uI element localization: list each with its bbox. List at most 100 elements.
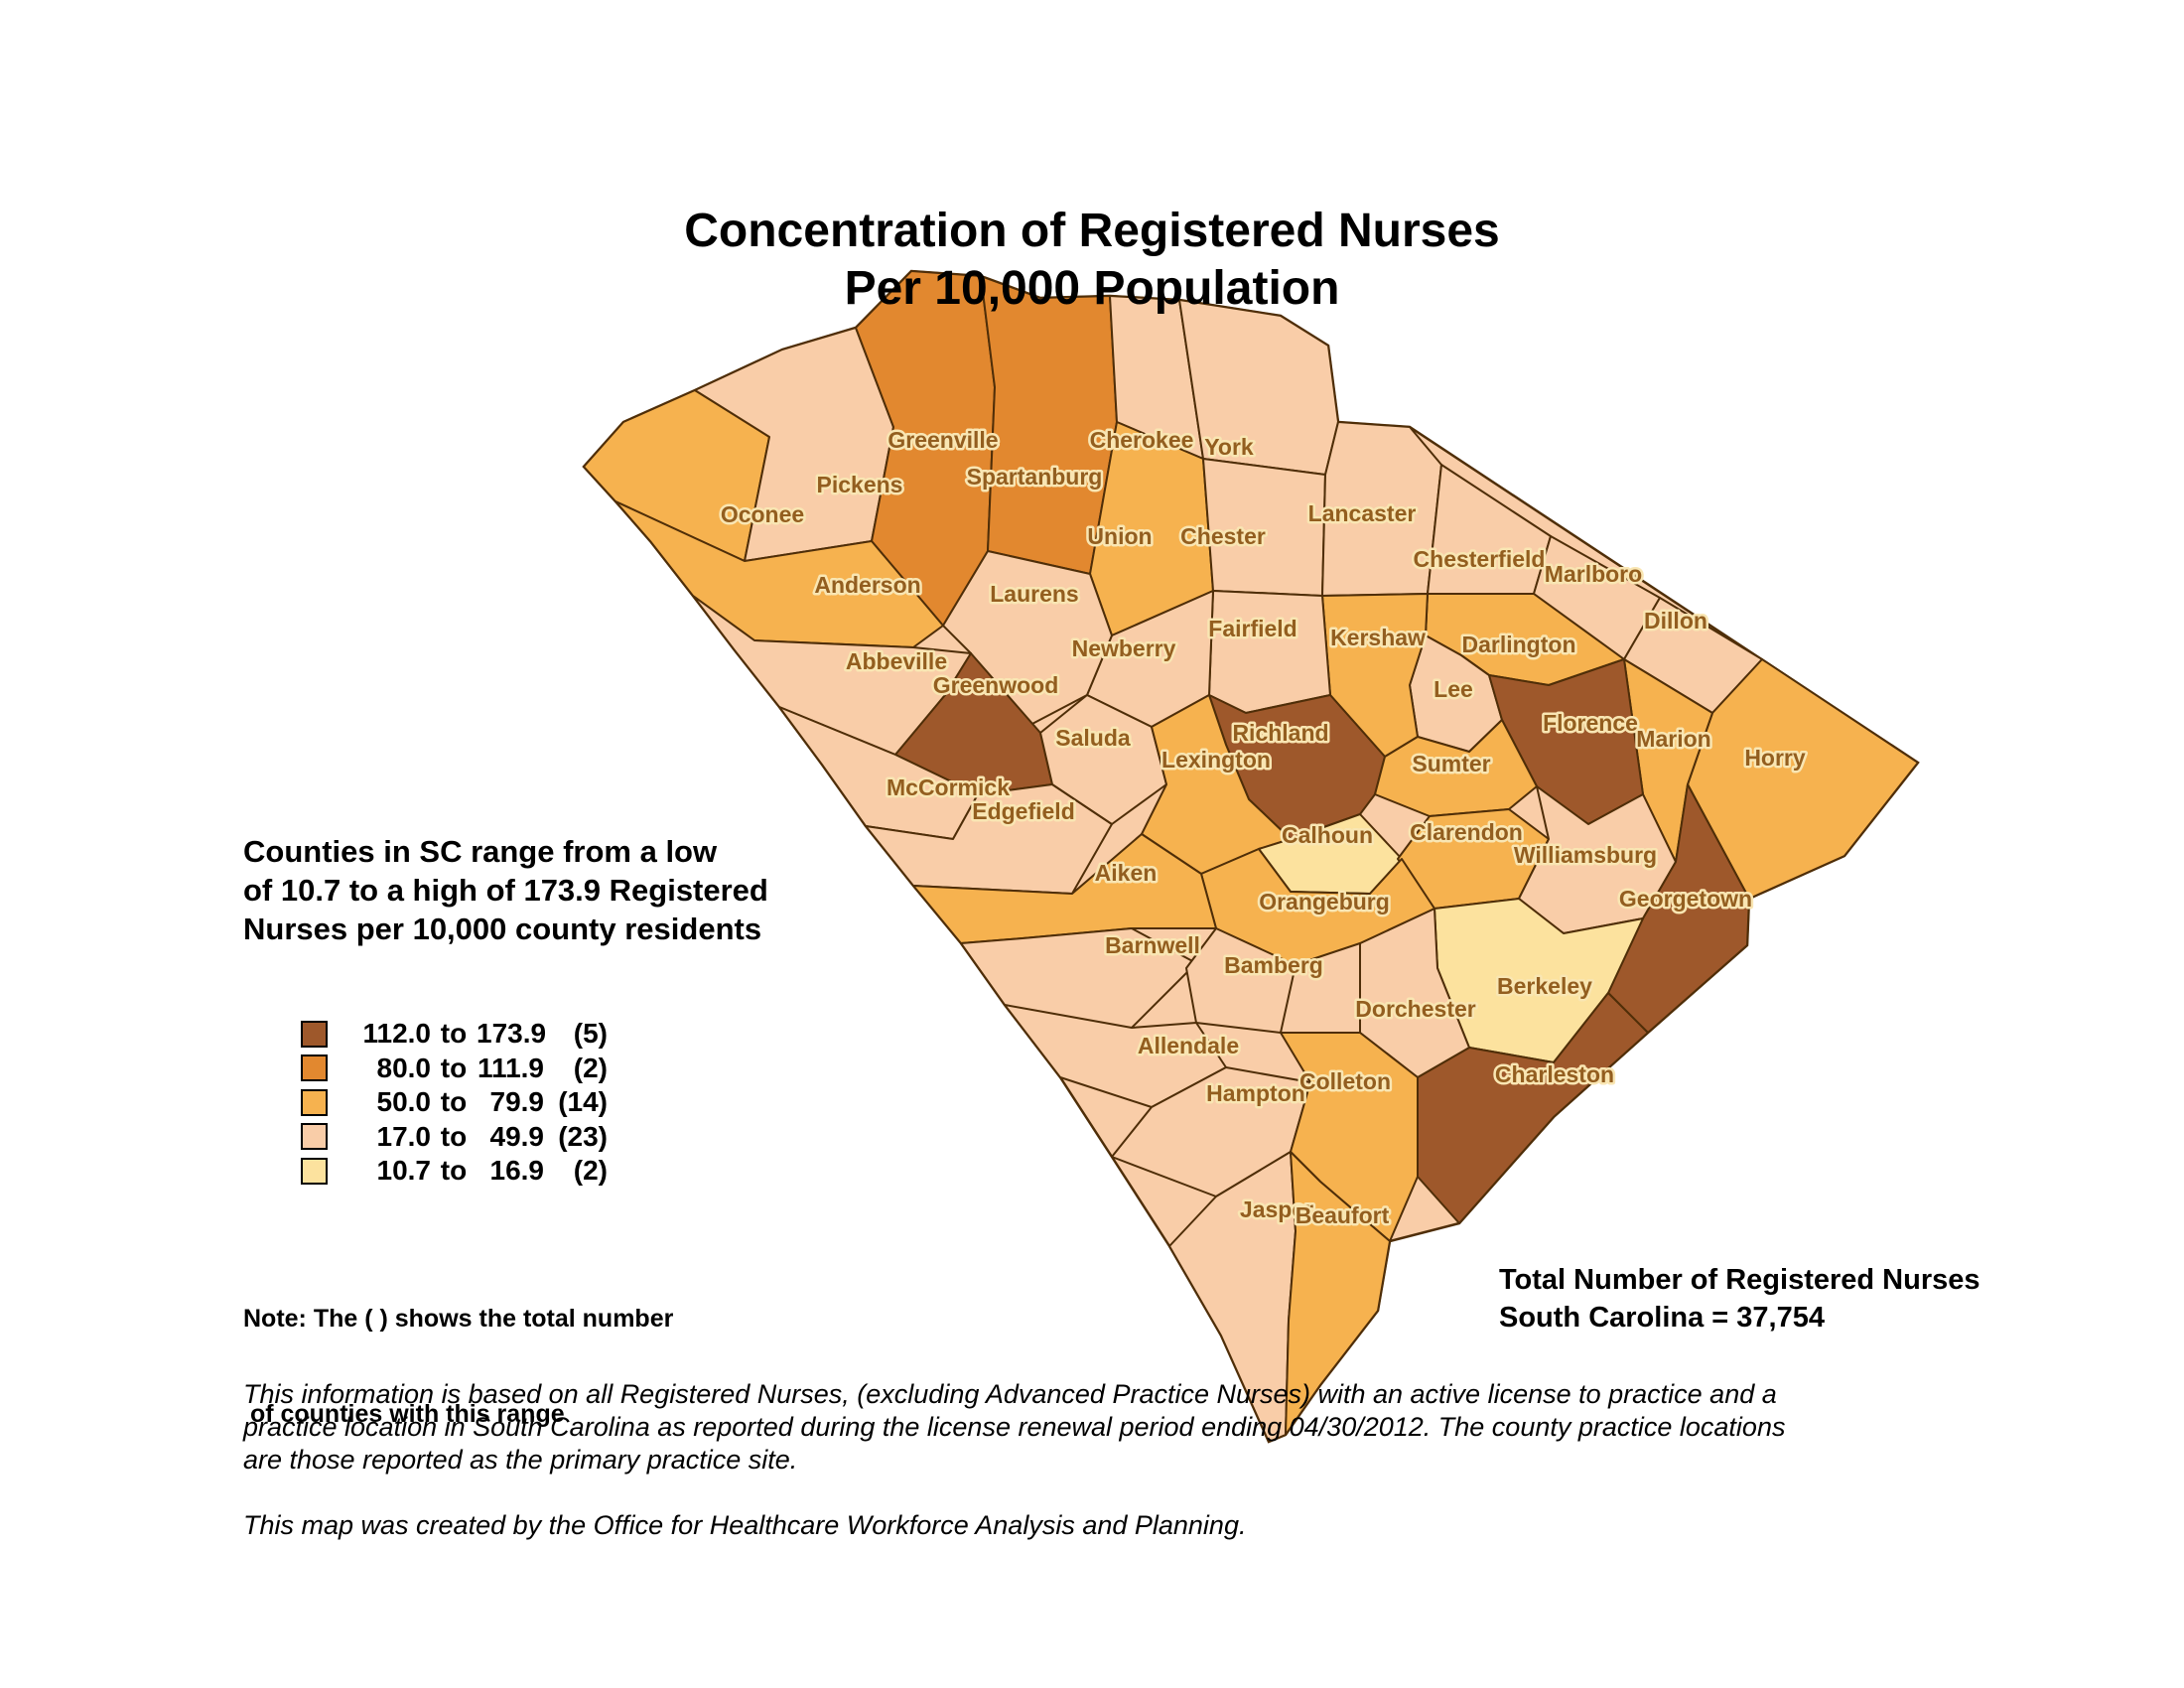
county-label-lee: Lee [1433, 676, 1473, 702]
county-label-saluda: Saluda [1055, 725, 1131, 751]
county-label-colleton: Colleton [1299, 1068, 1391, 1094]
county-label-williamsburg: Williamsburg [1514, 842, 1657, 868]
county-label-greenville: Greenville [887, 427, 998, 453]
legend-row-4: 17.0 to 49.9 (23) [301, 1120, 608, 1155]
legend-swatch-c2 [301, 1123, 328, 1151]
title-line-2: Per 10,000 Population [844, 262, 1340, 315]
county-label-cherokee: Cherokee [1090, 427, 1194, 453]
county-label-sumter: Sumter [1412, 751, 1490, 776]
county-label-horry: Horry [1744, 745, 1806, 771]
county-label-spartanburg: Spartanburg [967, 464, 1103, 490]
county-label-bamberg: Bamberg [1224, 952, 1323, 978]
county-label-orangeburg: Orangeburg [1259, 889, 1390, 914]
county-label-charleston: Charleston [1495, 1061, 1614, 1087]
county-label-chesterfield: Chesterfield [1414, 546, 1546, 572]
legend-range-high: 111.9 [478, 1052, 544, 1083]
county-label-hampton: Hampton [1206, 1080, 1305, 1106]
source-note-line-3: are those reported as the primary practi… [243, 1445, 798, 1475]
county-label-florence: Florence [1543, 710, 1638, 736]
county-label-marlboro: Marlboro [1545, 561, 1642, 587]
county-label-fairfield: Fairfield [1208, 616, 1297, 641]
county-label-mccormick: McCormick [887, 774, 1010, 800]
legend-note-line-2: of counties with this range [243, 1400, 565, 1428]
legend-range-high: 49.9 [489, 1120, 545, 1152]
county-label-allendale: Allendale [1138, 1033, 1239, 1058]
range-description-line-3: Nurses per 10,000 county residents [243, 912, 762, 946]
legend-county-count: (5) [573, 1018, 608, 1050]
legend-range-low: 112.0 [362, 1018, 431, 1050]
source-note-line-2: practice location in South Carolina as r… [243, 1412, 1786, 1442]
legend-note: Note: The ( ) shows the total number of … [243, 1239, 673, 1462]
county-label-york: York [1204, 434, 1254, 460]
legend-range-separator: to [440, 1120, 468, 1152]
county-label-lancaster: Lancaster [1308, 500, 1417, 526]
legend-note-line-1: Note: The ( ) shows the total number [243, 1305, 674, 1333]
county-label-edgefield: Edgefield [972, 798, 1075, 824]
legend: 112.0 to 173.9 (5) 80.0 to 111.9 (2) 50.0 to 79.9(… [301, 1017, 608, 1189]
county-label-berkeley: Berkeley [1497, 973, 1592, 999]
legend-range-high: 16.9 [489, 1155, 545, 1187]
total-line-1: Total Number of Registered Nurses [1499, 1264, 1980, 1296]
legend-swatch-c5 [301, 1020, 328, 1048]
legend-swatch-c3 [301, 1088, 328, 1116]
legend-range-low: 17.0 [376, 1120, 432, 1152]
legend-county-count: (2) [573, 1052, 608, 1083]
county-label-clarendon: Clarendon [1410, 819, 1523, 845]
county-label-pickens: Pickens [817, 472, 903, 497]
county-label-marion: Marion [1636, 726, 1710, 752]
county-label-chester: Chester [1180, 523, 1266, 549]
county-label-barnwell: Barnwell [1105, 932, 1200, 958]
legend-range-high: 79.9 [489, 1086, 545, 1118]
county-label-georgetown: Georgetown [1619, 886, 1752, 912]
legend-row-5: 10.7 to 16.9 (2) [301, 1154, 608, 1189]
legend-swatch-c4 [301, 1055, 328, 1082]
county-label-greenwood: Greenwood [933, 672, 1059, 698]
county-label-beaufort: Beaufort [1296, 1202, 1390, 1228]
county-york [1178, 299, 1339, 476]
legend-range-high: 173.9 [477, 1018, 547, 1050]
county-beaufort [1285, 1151, 1391, 1436]
source-note: This information is based on all Registe… [243, 1378, 1785, 1477]
county-label-jasper: Jasper [1240, 1196, 1313, 1222]
county-bamberg [1185, 927, 1297, 1034]
legend-county-count: (23) [558, 1120, 608, 1152]
legend-range-separator: to [440, 1052, 468, 1083]
legend-swatch-c1 [301, 1157, 328, 1185]
title-line-1: Concentration of Registered Nurses [684, 205, 1500, 257]
county-label-dillon: Dillon [1644, 608, 1707, 633]
source-note-line-1: This information is based on all Registe… [243, 1379, 1777, 1409]
page-title: Concentration of Registered Nurses Per 1… [0, 203, 2184, 318]
county-label-aiken: Aiken [1095, 860, 1158, 886]
range-description: Counties in SC range from a low of 10.7 … [243, 832, 768, 948]
legend-range-low: 50.0 [376, 1086, 432, 1118]
county-fairfield [1208, 590, 1331, 714]
county-label-darlington: Darlington [1462, 632, 1576, 657]
county-label-union: Union [1087, 523, 1152, 549]
legend-range-low: 10.7 [376, 1155, 432, 1187]
legend-row-2: 80.0 to 111.9 (2) [301, 1052, 608, 1086]
footnotes: This information is based on all Registe… [243, 1378, 1785, 1542]
legend-row-1: 112.0 to 173.9 (5) [301, 1017, 608, 1052]
legend-range-separator: to [440, 1018, 468, 1050]
county-label-oconee: Oconee [721, 501, 804, 527]
total-line-2: South Carolina = 37,754 [1499, 1302, 1825, 1334]
county-label-newberry: Newberry [1072, 635, 1176, 661]
legend-county-count: (2) [573, 1155, 608, 1187]
legend-range-low: 80.0 [376, 1052, 432, 1083]
credit-note: This map was created by the Office for H… [243, 1510, 1247, 1540]
county-label-dorchester: Dorchester [1355, 996, 1475, 1022]
county-label-laurens: Laurens [990, 581, 1078, 607]
county-label-abbeville: Abbeville [846, 648, 947, 674]
legend-range-separator: to [440, 1086, 468, 1118]
county-label-calhoun: Calhoun [1282, 822, 1373, 848]
range-description-line-2: of 10.7 to a high of 173.9 Registered [243, 873, 768, 908]
range-description-line-1: Counties in SC range from a low [243, 834, 718, 869]
legend-range-separator: to [440, 1155, 468, 1187]
total-registered-nurses: Total Number of Registered Nurses South … [1499, 1261, 1980, 1336]
county-label-kershaw: Kershaw [1330, 625, 1426, 650]
legend-county-count: (14) [558, 1086, 608, 1118]
legend-row-3: 50.0 to 79.9 (14) [301, 1085, 608, 1120]
county-label-anderson: Anderson [814, 572, 920, 598]
county-label-lexington: Lexington [1161, 747, 1271, 773]
